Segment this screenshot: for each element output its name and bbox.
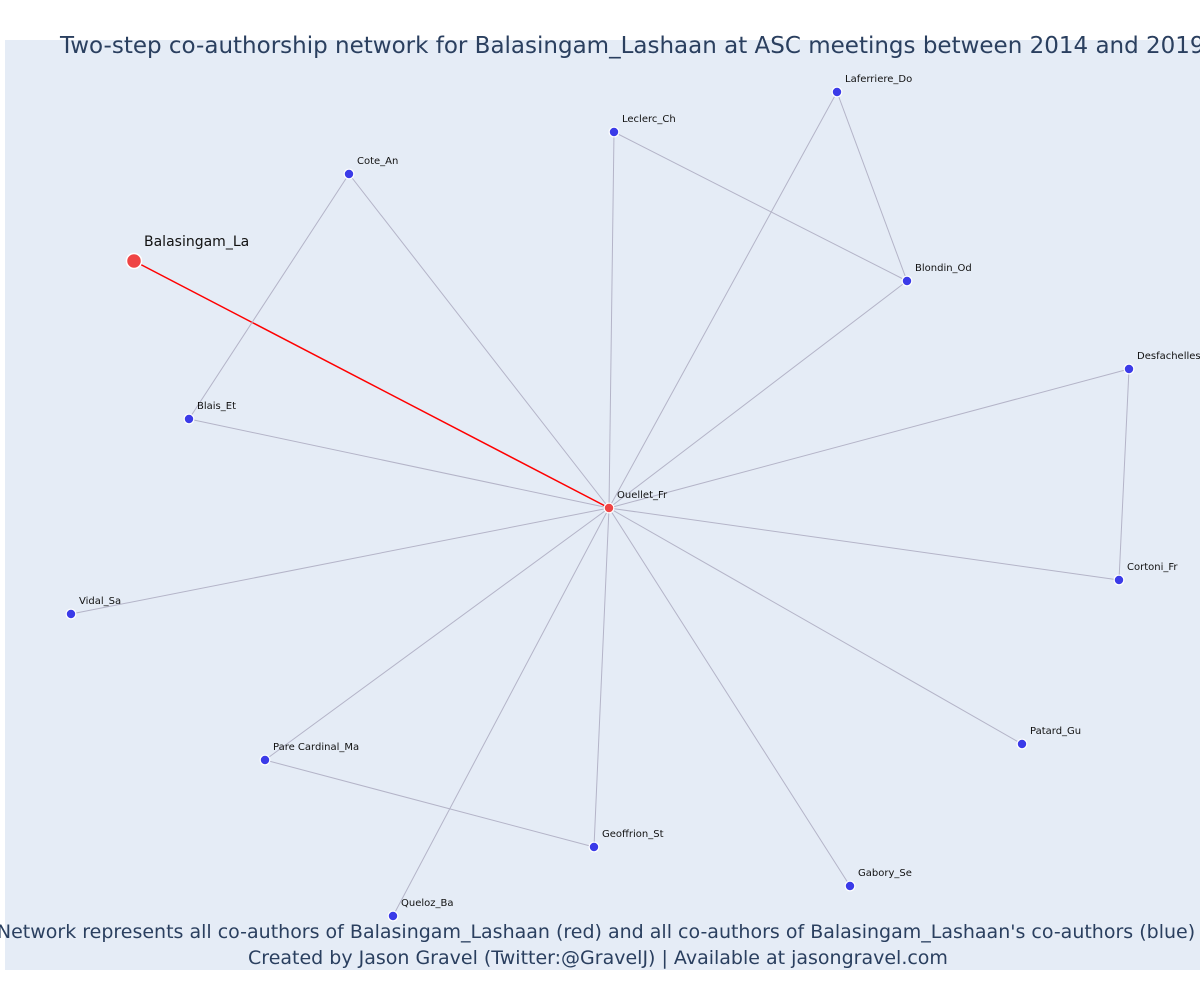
caption-line-1: Network represents all co-authors of Bal…	[0, 921, 1195, 943]
edge-leclerc-ch-blondin-od	[613, 131, 908, 282]
nodes-layer	[65, 86, 1135, 922]
node-cortoni-fr[interactable]	[1113, 574, 1125, 586]
node-ouellet-fr[interactable]	[603, 502, 615, 514]
node-label-balasingam-la: Balasingam_La	[144, 234, 249, 250]
edge-ouellet-fr-leclerc-ch	[608, 131, 615, 509]
node-label-cortoni-fr: Cortoni_Fr	[1127, 562, 1178, 573]
node-label-blais-et: Blais_Et	[197, 401, 236, 412]
node-gabory-se[interactable]	[844, 880, 856, 892]
edge-ouellet-fr-queloz-ba	[392, 507, 610, 917]
node-patard-gu[interactable]	[1016, 738, 1028, 750]
node-pare-cardinal-ma[interactable]	[259, 754, 271, 766]
edge-ouellet-fr-blondin-od	[608, 280, 908, 509]
edge-ouellet-fr-cote-an	[348, 173, 610, 509]
edges-layer	[70, 91, 1130, 917]
node-label-ouellet-fr: Ouellet_Fr	[617, 490, 668, 501]
node-label-gabory-se: Gabory_Se	[858, 868, 912, 879]
node-geoffrion-st[interactable]	[588, 841, 600, 853]
caption-line-2: Created by Jason Gravel (Twitter:@Gravel…	[248, 947, 948, 969]
edge-pare-cardinal-ma-geoffrion-st	[264, 759, 595, 848]
node-label-desfachelles: Desfachelles	[1137, 351, 1200, 362]
node-label-patard-gu: Patard_Gu	[1030, 726, 1081, 737]
node-blondin-od[interactable]	[901, 275, 913, 287]
node-leclerc-ch[interactable]	[608, 126, 620, 138]
node-label-pare-cardinal-ma: Pare Cardinal_Ma	[273, 742, 359, 753]
edge-ouellet-fr-gabory-se	[608, 507, 851, 887]
edge-ouellet-fr-cortoni-fr	[608, 507, 1120, 581]
node-balasingam-la[interactable]	[125, 252, 143, 270]
edge-ouellet-fr-patard-gu	[608, 507, 1023, 745]
node-blais-et[interactable]	[183, 413, 195, 425]
edge-laferriere-do-blondin-od	[836, 91, 908, 282]
node-queloz-ba[interactable]	[387, 910, 399, 922]
edge-ouellet-fr-vidal-sa	[70, 507, 610, 615]
edge-ouellet-fr-laferriere-do	[608, 91, 838, 509]
node-label-queloz-ba: Queloz_Ba	[401, 898, 454, 909]
node-label-vidal-sa: Vidal_Sa	[79, 596, 121, 607]
edge-desfachelles-cortoni-fr	[1118, 368, 1130, 581]
node-cote-an[interactable]	[343, 168, 355, 180]
edge-ouellet-fr-pare-cardinal-ma	[264, 507, 610, 761]
edge-balasingam-la-ouellet-fr	[133, 260, 610, 509]
node-vidal-sa[interactable]	[65, 608, 77, 620]
node-label-cote-an: Cote_An	[357, 156, 398, 167]
labels-layer: Balasingam_La Ouellet_Fr Cote_An Blais_Et Le…	[79, 74, 1200, 909]
edge-ouellet-fr-desfachelles	[608, 368, 1130, 509]
node-label-laferriere-do: Laferriere_Do	[845, 74, 912, 85]
edge-ouellet-fr-blais-et	[188, 418, 610, 509]
chart-title: Two-step co-authorship network for Balas…	[59, 33, 1200, 59]
node-label-blondin-od: Blondin_Od	[915, 263, 972, 274]
node-label-geoffrion-st: Geoffrion_St	[602, 829, 664, 840]
node-label-leclerc-ch: Leclerc_Ch	[622, 114, 676, 125]
edge-ouellet-fr-geoffrion-st	[593, 507, 610, 848]
node-desfachelles[interactable]	[1123, 363, 1135, 375]
edge-cote-an-blais-et	[188, 173, 350, 420]
node-laferriere-do[interactable]	[831, 86, 843, 98]
